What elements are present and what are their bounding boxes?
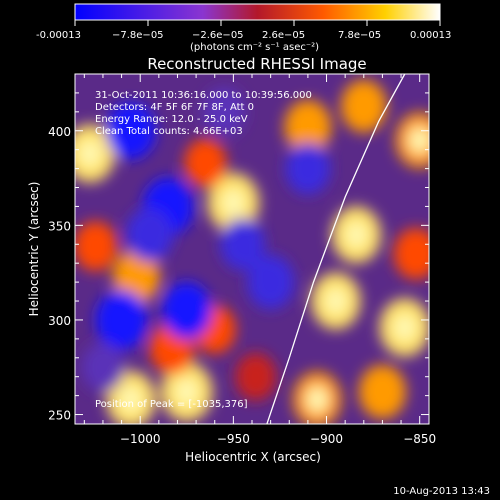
footer-date: 10-Aug-2013 13:43 bbox=[393, 486, 490, 497]
emission-blob bbox=[235, 353, 277, 401]
negative-blob bbox=[202, 87, 246, 137]
emission-blob-core bbox=[324, 287, 348, 315]
negative-blob bbox=[125, 207, 174, 262]
negative-blob bbox=[285, 142, 331, 195]
solar-limb-curve bbox=[266, 74, 406, 424]
emission-blob-core bbox=[306, 386, 329, 413]
colorbar-tick-label: 0.00013 bbox=[410, 30, 451, 41]
emission-blob-core bbox=[175, 377, 199, 407]
y-axis-label: Heliocentric Y (arcsec) bbox=[27, 182, 41, 317]
colorbar-tick-label: −2.6e−05 bbox=[192, 30, 244, 41]
emission-blob-core bbox=[408, 126, 429, 154]
emission-blob-core bbox=[78, 139, 102, 168]
negative-blob bbox=[81, 342, 125, 392]
negative-blob bbox=[247, 254, 295, 310]
emission-blob bbox=[184, 138, 227, 188]
colorbar-ticks bbox=[74, 20, 441, 26]
x-axis-label: Heliocentric X (arcsec) bbox=[185, 450, 321, 464]
x-tick-label: −1000 bbox=[120, 432, 161, 446]
colorbar-unit-label: (photons cm⁻² s⁻¹ asec⁻²) bbox=[190, 42, 319, 53]
colorbar bbox=[74, 3, 441, 21]
emission-blob-core bbox=[393, 313, 417, 342]
axis-ticks: −1000 −950 −900 −850 250 300 350 400 bbox=[48, 73, 436, 446]
y-tick-label: 400 bbox=[48, 125, 71, 139]
peak-position-label: Position of Peak = [-1035,376] bbox=[95, 399, 248, 410]
info-counts: Clean Total counts: 4.66E+03 bbox=[95, 126, 243, 137]
emission-blob bbox=[284, 99, 332, 155]
heatmap-area bbox=[75, 74, 429, 424]
colorbar-tick-label: 2.6e−05 bbox=[262, 30, 305, 41]
chart-title: Reconstructed RHESSI Image bbox=[147, 55, 366, 73]
x-tick-label: −950 bbox=[217, 432, 250, 446]
emission-blob-core bbox=[119, 385, 143, 414]
negative-blob bbox=[161, 281, 212, 340]
emission-blob bbox=[340, 79, 387, 133]
info-detectors: Detectors: 4F 5F 6F 7F 8F, Att 0 bbox=[95, 102, 254, 113]
emission-blob bbox=[358, 364, 407, 419]
colorbar-tick-label: -0.00013 bbox=[36, 30, 81, 41]
y-tick-label: 300 bbox=[48, 314, 71, 328]
x-tick-label: −850 bbox=[403, 432, 436, 446]
negative-blob bbox=[95, 290, 148, 350]
heatmap-blobs bbox=[75, 79, 429, 424]
negative-blob bbox=[106, 102, 156, 160]
emission-blob-core bbox=[221, 188, 246, 217]
emission-blob bbox=[393, 227, 429, 280]
emission-blob-core bbox=[345, 221, 368, 249]
colorbar-tick-label: 7.8e−05 bbox=[338, 30, 381, 41]
y-tick-label: 350 bbox=[48, 219, 71, 233]
y-tick-label: 250 bbox=[48, 409, 71, 423]
colorbar-tick-label: −7.8e−05 bbox=[112, 30, 164, 41]
emission-blob bbox=[112, 249, 161, 304]
emission-blob bbox=[75, 221, 118, 272]
info-time-range: 31-Oct-2011 10:36:16.000 to 10:39:56.000 bbox=[95, 90, 312, 101]
negative-blob bbox=[220, 218, 266, 271]
info-energy-range: Energy Range: 12.0 - 25.0 keV bbox=[95, 114, 248, 125]
x-tick-label: −900 bbox=[310, 432, 343, 446]
